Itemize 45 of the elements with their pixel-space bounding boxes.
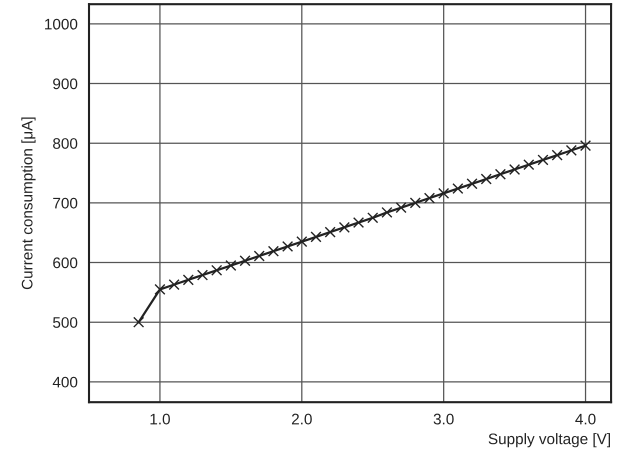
point: [566, 144, 577, 156]
point: [225, 260, 236, 272]
y-tick-label: 800: [53, 138, 78, 149]
y-tick-label: 900: [53, 78, 78, 90]
point: [282, 240, 294, 252]
point: [438, 188, 450, 199]
point: [154, 284, 166, 295]
point: [211, 264, 222, 276]
point: [168, 279, 180, 290]
point: [537, 154, 549, 166]
y-tick-label: 1000: [45, 18, 78, 30]
point: [182, 274, 194, 286]
y-axis-title: Current consumption [μA]: [21, 117, 36, 290]
point: [523, 159, 534, 170]
point: [552, 150, 563, 161]
point: [352, 217, 364, 228]
point: [381, 206, 392, 218]
point: [296, 236, 308, 248]
x-tick-label: 4.0: [575, 414, 596, 424]
point: [367, 212, 378, 224]
x-axis-title: Supply voltage [V]: [488, 433, 610, 448]
point: [452, 183, 464, 194]
point: [480, 173, 492, 185]
point: [310, 231, 322, 242]
point: [133, 316, 144, 328]
point: [494, 168, 506, 180]
point: [580, 140, 592, 152]
point: [324, 226, 336, 238]
point: [509, 164, 520, 176]
x-tick-label: 1.0: [150, 414, 170, 424]
point: [240, 255, 251, 266]
point: [268, 246, 279, 257]
point: [466, 178, 478, 190]
point: [424, 192, 436, 204]
y-tick-label: 600: [53, 257, 78, 268]
y-tick-label: 700: [53, 198, 78, 209]
y-tick-label: 400: [52, 376, 78, 388]
point: [196, 270, 208, 281]
point: [410, 197, 421, 208]
x-tick-label: 3.0: [434, 414, 454, 424]
y-tick-label: 500: [53, 317, 78, 328]
point: [396, 202, 407, 214]
point: [338, 222, 350, 233]
point: [254, 250, 265, 262]
x-tick-label: 2.0: [292, 414, 312, 424]
